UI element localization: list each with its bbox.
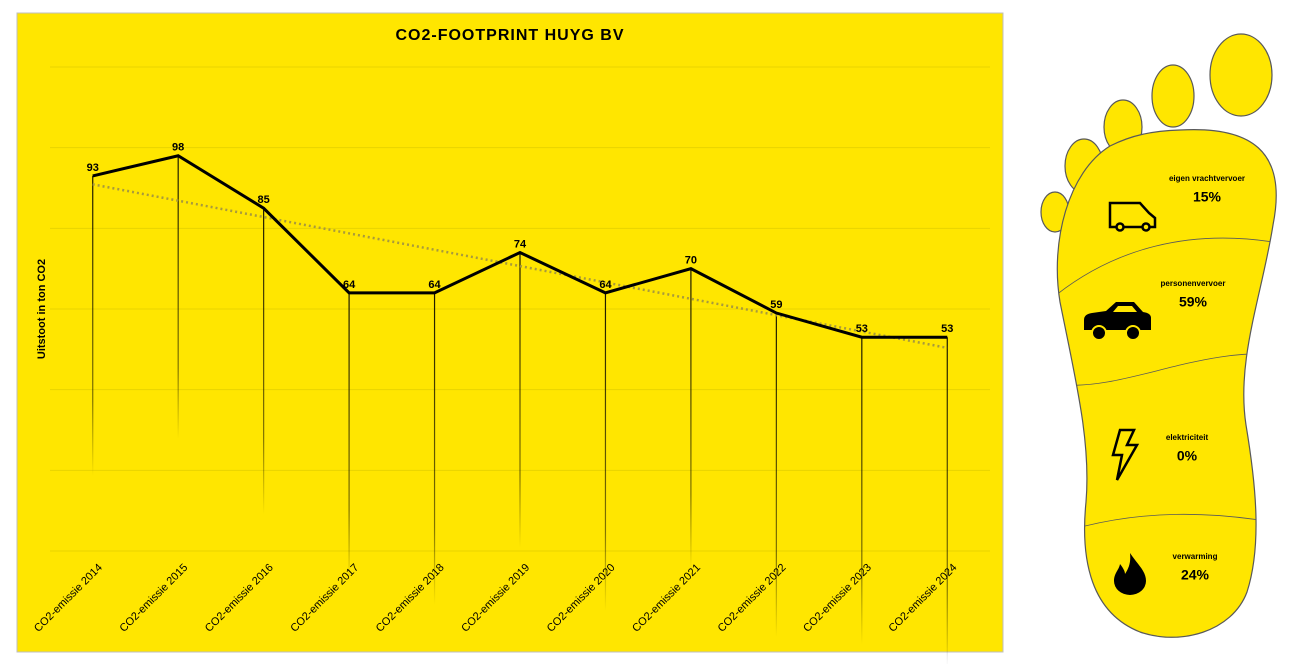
footprint-labels: eigen vrachtvervoer 15% personenvervoer 59%…	[1161, 174, 1245, 583]
percentage: 59%	[1179, 294, 1208, 310]
series-line	[92, 154, 948, 339]
category-label: eigen vrachtvervoer	[1169, 174, 1245, 183]
data-label: 93	[87, 162, 99, 174]
y-axis-label: Uitstoot in ton CO2	[36, 259, 48, 359]
toe	[1209, 33, 1273, 117]
sole	[1056, 128, 1277, 638]
data-label: 53	[856, 323, 868, 335]
data-label: 74	[514, 238, 527, 250]
data-label: 59	[770, 299, 782, 311]
category-label: personenvervoer	[1161, 279, 1226, 288]
drop-line	[519, 252, 521, 548]
drop-line	[946, 337, 948, 668]
data-label: 70	[685, 255, 697, 267]
data-label: 85	[258, 194, 270, 206]
drop-line	[604, 292, 607, 611]
drop-line	[433, 292, 436, 605]
category-label: verwarming	[1173, 552, 1218, 561]
drop-line	[348, 292, 350, 582]
drop-line	[92, 175, 94, 476]
divider	[1057, 237, 1277, 301]
car-icon	[1084, 302, 1151, 341]
category-label: elektriciteit	[1166, 433, 1209, 442]
data-label: 53	[941, 323, 953, 335]
drop-line	[775, 313, 777, 638]
toe	[1151, 64, 1195, 128]
data-label: 98	[172, 142, 184, 154]
chart-title: CO2-FOOTPRINT HUYG BV	[395, 27, 624, 44]
drop-line	[690, 268, 692, 570]
drop-line	[263, 208, 265, 515]
drop-line	[861, 337, 863, 645]
percentage: 15%	[1193, 189, 1222, 205]
data-label: 64	[428, 279, 441, 291]
lightning-icon	[1111, 428, 1140, 481]
data-label: 64	[343, 279, 356, 291]
van-icon	[1108, 201, 1157, 232]
percentage: 24%	[1181, 567, 1210, 583]
data-label: 64	[599, 279, 612, 291]
icons	[1084, 201, 1157, 595]
flame-icon	[1114, 553, 1146, 595]
percentage: 0%	[1177, 448, 1198, 464]
footprint	[1040, 33, 1277, 638]
drop-line	[177, 155, 179, 439]
chart-frame	[16, 12, 1004, 653]
